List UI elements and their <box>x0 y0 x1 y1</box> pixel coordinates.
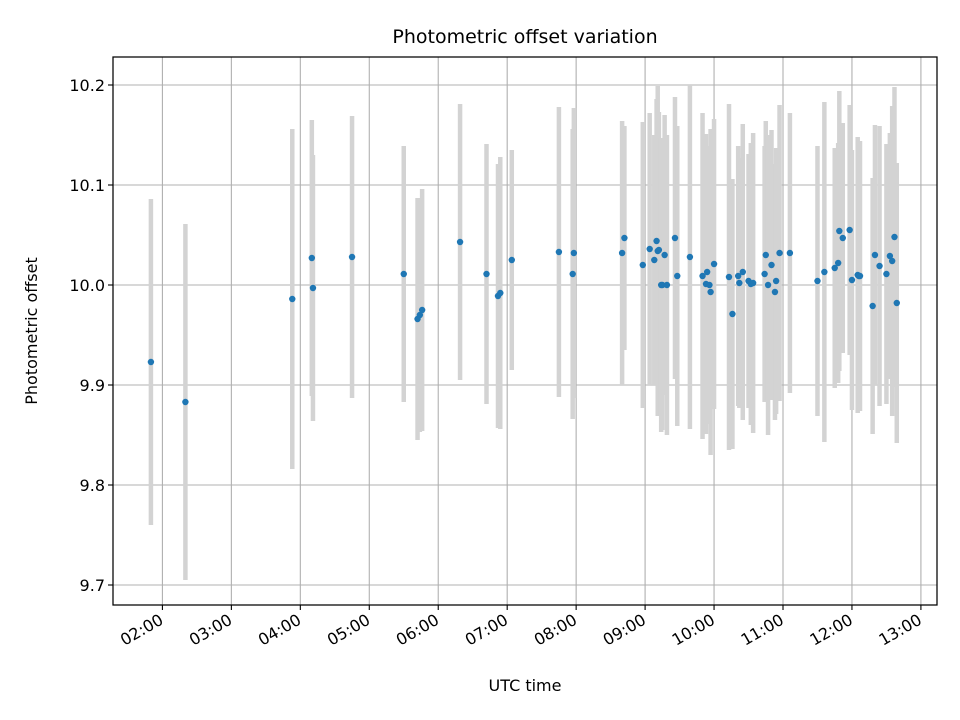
data-point <box>703 268 711 276</box>
data-point <box>888 257 896 265</box>
data-point <box>839 234 846 242</box>
data-point <box>834 259 842 267</box>
data-point <box>659 281 666 289</box>
data-point <box>739 268 746 276</box>
data-points <box>147 226 900 406</box>
data-point <box>182 398 189 406</box>
data-point <box>400 270 407 278</box>
data-point <box>555 248 563 256</box>
data-point <box>764 281 772 289</box>
data-point <box>671 234 679 242</box>
data-point <box>653 237 660 245</box>
y-tick-label: 9.7 <box>80 576 105 595</box>
data-point <box>661 251 668 259</box>
data-point <box>651 256 658 264</box>
data-point <box>309 284 317 292</box>
y-axis-title: Photometric offset <box>22 257 41 405</box>
y-tick-label: 10.0 <box>69 276 105 295</box>
plot-area-frame <box>112 56 938 606</box>
data-point <box>883 270 890 278</box>
data-point <box>686 253 694 261</box>
data-point <box>749 279 757 287</box>
data-point <box>831 264 838 272</box>
data-point <box>621 234 628 242</box>
data-point <box>876 262 883 270</box>
data-point <box>456 238 464 246</box>
data-point <box>771 288 779 296</box>
data-point <box>348 253 356 261</box>
data-point <box>871 251 879 259</box>
data-point <box>418 306 426 314</box>
data-point <box>734 272 742 280</box>
chart-title: Photometric offset variation <box>392 26 657 48</box>
data-point <box>497 289 504 297</box>
y-tick-label: 9.9 <box>80 376 105 395</box>
data-point <box>736 279 743 287</box>
data-point <box>848 276 856 284</box>
x-axis-title: UTC time <box>489 676 562 695</box>
data-point <box>836 227 843 235</box>
data-point <box>289 295 296 303</box>
data-point <box>655 246 663 254</box>
data-point <box>416 311 424 319</box>
y-tick-label: 10.1 <box>69 176 105 195</box>
data-point <box>508 256 515 264</box>
y-tick-label: 9.8 <box>80 476 105 495</box>
data-point <box>814 277 821 285</box>
data-point <box>786 249 794 257</box>
data-point <box>869 302 876 310</box>
data-point <box>729 310 736 318</box>
data-point <box>308 254 316 262</box>
data-point <box>663 281 671 289</box>
data-point <box>891 233 898 241</box>
data-point <box>886 252 894 260</box>
data-point <box>761 270 768 278</box>
data-point <box>570 249 578 257</box>
data-point <box>846 226 853 234</box>
data-point <box>706 281 713 289</box>
y-axis-ticks: 9.7 9.8 9.9 10.0 10.1 10.2 <box>69 76 113 595</box>
y-tick-label: 10.2 <box>69 76 105 95</box>
data-point <box>699 272 706 280</box>
data-point <box>569 270 576 278</box>
data-point <box>674 272 681 280</box>
data-point <box>821 268 828 276</box>
data-point <box>710 260 718 268</box>
data-point <box>776 249 783 257</box>
data-point <box>768 261 775 269</box>
data-point <box>762 251 769 259</box>
data-point <box>646 245 653 253</box>
data-point <box>725 273 733 281</box>
data-point <box>147 358 155 366</box>
data-point <box>618 249 626 257</box>
data-point <box>772 277 780 285</box>
data-point <box>639 261 646 269</box>
data-point <box>483 270 490 278</box>
data-point <box>707 288 714 296</box>
data-point <box>893 299 900 307</box>
data-point <box>856 272 864 280</box>
